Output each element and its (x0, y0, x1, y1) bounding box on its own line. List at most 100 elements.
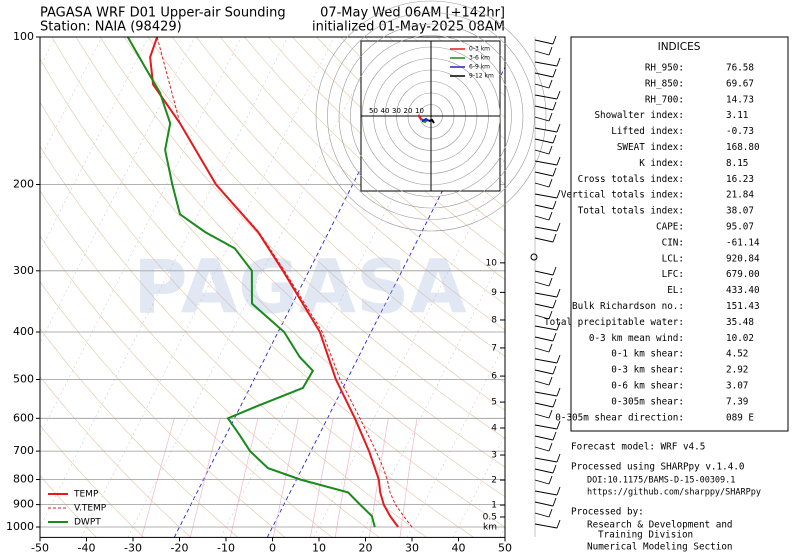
dry-adiabat (40, 375, 192, 538)
hodograph-ring-label: 10 (415, 107, 424, 115)
indices-box (570, 36, 789, 432)
x-tick-label: 20 (359, 541, 373, 554)
hodograph (315, 0, 547, 232)
index-value: 433.40 (726, 285, 760, 296)
wind-barb (534, 442, 553, 452)
wind-barb (534, 332, 557, 342)
background-lines (40, 37, 505, 538)
series-line (156, 37, 413, 528)
x-tick-label: -40 (78, 541, 96, 554)
wind-barb (534, 35, 557, 45)
index-value: 4.52 (726, 349, 748, 360)
wind-barb (534, 189, 561, 199)
index-value: 95.07 (726, 222, 754, 233)
mixing-ratio (272, 418, 299, 538)
hodograph-legend-label: 0-3 km (469, 46, 490, 53)
index-value: -61.14 (726, 237, 760, 248)
index-value: 089 E (726, 412, 754, 423)
index-value: 151.43 (726, 301, 760, 312)
x-tick-label: 0 (269, 541, 276, 554)
watermark: PAGASA (133, 245, 466, 331)
mixing-ratio (368, 418, 389, 538)
index-value: 679.00 (726, 269, 760, 280)
index-label: Total precipitable water: (544, 317, 684, 328)
wind-barb (534, 387, 561, 397)
index-label: Lifted index: (611, 126, 684, 137)
dry-adiabat (40, 281, 286, 538)
index-value: 2.92 (726, 365, 748, 376)
wind-barb (534, 134, 557, 144)
x-tick-label: 30 (405, 541, 419, 554)
legend-label: TEMP (73, 490, 99, 500)
dry-adiabat (123, 37, 505, 411)
dry-adiabat (40, 235, 333, 538)
wind-barb (534, 123, 561, 133)
height-label: 1 (491, 501, 497, 511)
height-label: 4 (491, 424, 497, 434)
footer-text: Numerical Modeling Section (587, 542, 733, 553)
y-tick-label: 200 (13, 178, 34, 191)
wind-barb (534, 486, 561, 496)
index-label: 0-305m shear direction: (555, 412, 684, 423)
footer-text: Forecast model: WRF v4.5 (571, 442, 705, 453)
y-tick-label: 1000 (6, 520, 34, 533)
hodograph-ring (350, 35, 512, 197)
wind-barb (534, 354, 561, 364)
hodograph-legend-label: 6-9 km (469, 64, 490, 71)
mixing-ratio (334, 418, 357, 538)
index-label: Bulk Richardson no.: (572, 301, 684, 312)
mixing-ratio (310, 418, 334, 538)
hodograph-ring (327, 12, 535, 220)
wind-barb (534, 112, 553, 122)
mixing-ratio (189, 418, 221, 538)
wind-barb (534, 145, 553, 155)
wind-barb (534, 178, 553, 188)
footer-text: Processed using SHARPpy v.1.4.0 (571, 462, 745, 473)
index-label: CAPE: (656, 222, 684, 233)
index-value: 7.39 (726, 396, 748, 407)
series-line (149, 37, 399, 528)
height-label: 5 (491, 398, 497, 408)
footer-text: Research & Development and (587, 520, 733, 531)
hodograph-ring-label: 30 (392, 107, 401, 115)
hodograph-ring-label: 40 (381, 107, 390, 115)
y-tick-label: 600 (13, 411, 34, 424)
wind-barb (534, 475, 553, 485)
wind-barb (534, 310, 553, 320)
subtitle: Station: NAIA (98429) (40, 20, 182, 35)
wind-barb (534, 277, 553, 287)
index-label: SWEAT index: (617, 142, 684, 153)
dry-adiabat (40, 424, 144, 538)
index-value: 16.23 (726, 174, 754, 185)
wind-barb (534, 233, 557, 243)
hodograph-ring-label: 50 (369, 107, 378, 115)
index-label: RH_700: (645, 94, 684, 105)
index-label: K index: (639, 158, 684, 169)
index-value: 168.80 (726, 142, 760, 153)
height-unit: km (483, 523, 497, 533)
dry-adiabat (40, 145, 427, 538)
y-tick-label: 500 (13, 373, 34, 386)
hodograph-trace (428, 118, 435, 124)
footer-text: https://github.com/sharppy/SHARPpy (587, 488, 761, 498)
height-label: 6 (491, 372, 497, 382)
y-tick-label: 100 (13, 30, 34, 43)
indices-table: RH_950: 76.58 RH_850: 69.67 RH_700: 14.73 Show… (544, 63, 760, 424)
index-label: Cross totals index: (578, 174, 684, 185)
wind-barb (534, 211, 553, 221)
dry-adiabat (268, 37, 505, 256)
wind-barb (534, 453, 561, 463)
wind-barb (534, 101, 557, 111)
wind-barb (534, 156, 561, 166)
index-label: EL: (667, 285, 684, 296)
index-label: RH_950: (645, 63, 684, 74)
title: PAGASA WRF D01 Upper-air Sounding (40, 6, 286, 21)
mixing-ratio (399, 418, 418, 538)
wind-barb (534, 343, 553, 353)
dry-adiabat (40, 101, 474, 538)
index-value: 76.58 (726, 63, 754, 74)
x-tick-label: 50 (498, 541, 512, 554)
wind-barb (534, 365, 557, 375)
index-label: 0-1 km shear: (611, 349, 684, 360)
wind-barb (534, 497, 557, 507)
